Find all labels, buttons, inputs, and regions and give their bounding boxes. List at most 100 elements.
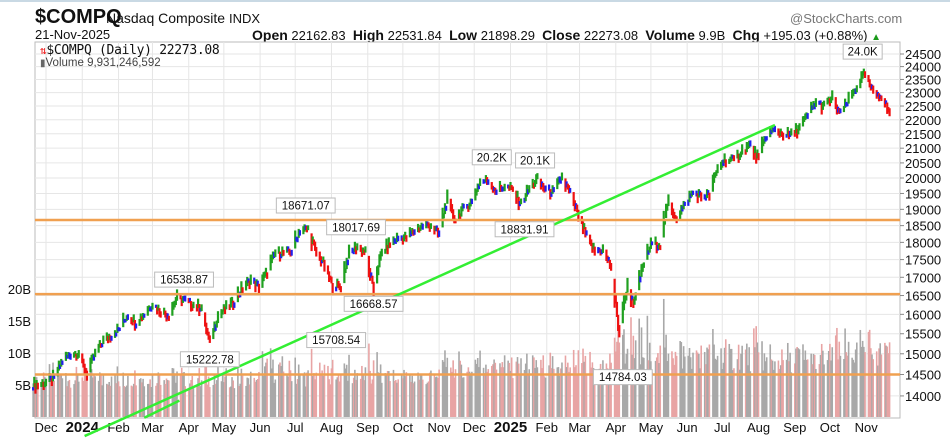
volume-bar <box>785 359 788 417</box>
volume-bar <box>805 359 808 417</box>
price-annotation: 15222.78 <box>179 351 240 368</box>
price-annotation: 16668.57 <box>343 295 404 312</box>
volume-bar <box>772 369 775 417</box>
volume-bar <box>550 368 553 417</box>
volume-bar <box>114 375 116 417</box>
volume-bar <box>418 379 421 417</box>
volume-bar <box>503 355 506 417</box>
volume-bar <box>238 385 240 417</box>
volume-bar <box>68 379 71 417</box>
volume-bar <box>240 368 243 417</box>
volume-bar <box>526 353 528 417</box>
volume-bar <box>59 374 61 417</box>
price-annotation: 18671.07 <box>275 197 336 214</box>
volume-bar <box>493 359 495 417</box>
volume-bar <box>421 379 424 417</box>
volume-bar <box>41 381 44 417</box>
volume-bar <box>822 350 824 417</box>
symbol-title: $COMPQ <box>35 6 122 28</box>
price-tick-label: 21000 <box>905 141 941 156</box>
volume-bar <box>657 353 659 417</box>
price-bars-icon: ⇅ <box>40 44 47 57</box>
price-tick-label: 23000 <box>905 86 941 101</box>
x-tick-label: 2024 <box>66 419 100 436</box>
volume-bar <box>813 354 816 417</box>
volume-bar <box>540 359 542 417</box>
volume-bar <box>659 345 662 417</box>
volume-bar <box>625 353 628 417</box>
volume-bar <box>796 346 798 417</box>
volume-bar <box>313 373 315 417</box>
price-legend: ⇅$COMPQ (Daily) 22273.08 <box>40 43 220 58</box>
volume-bar <box>737 344 740 417</box>
volume-bar <box>818 364 821 417</box>
volume-bar <box>258 371 260 417</box>
volume-bar <box>533 357 535 417</box>
volume-bar <box>42 372 45 417</box>
x-tick-label: May <box>212 420 237 435</box>
volume-bar <box>143 386 146 417</box>
volume-bar <box>67 381 70 417</box>
price-tick-label: 19000 <box>905 202 941 217</box>
brand-link[interactable]: @StockCharts.com <box>790 11 903 26</box>
annotation-label: 15222.78 <box>186 354 234 366</box>
volume-bar <box>93 374 95 417</box>
volume-bar <box>812 353 815 417</box>
volume-bar <box>765 357 768 417</box>
volume-bar <box>846 355 849 417</box>
price-tick-label: 24000 <box>905 60 941 75</box>
volume-bar <box>450 367 452 417</box>
x-tick-label: Nov <box>855 420 879 435</box>
volume-bar <box>826 360 829 417</box>
price-annotation: 20.2K <box>471 149 512 166</box>
price-annotation: 18831.91 <box>494 221 555 238</box>
volume-bar <box>884 342 886 417</box>
volume-bar <box>32 383 34 417</box>
volume-bar <box>303 372 306 417</box>
volume-bar <box>700 345 702 417</box>
volume-bar <box>273 382 275 417</box>
volume-bar <box>516 357 519 417</box>
volume-bar <box>541 368 543 417</box>
volume-bar <box>747 365 749 417</box>
volume-bar <box>247 378 250 417</box>
volume-bar <box>330 368 333 417</box>
price-tick-label: 21500 <box>905 127 941 142</box>
volume-bar <box>282 371 285 417</box>
volume-bar <box>853 362 856 417</box>
volume-bar <box>217 367 219 417</box>
volume-bar <box>696 352 699 417</box>
volume-bar <box>666 361 669 417</box>
volume-bar <box>82 380 85 417</box>
volume-bar <box>108 381 110 417</box>
volume-bar <box>237 360 239 417</box>
volume-bar <box>51 375 53 417</box>
volume-bar <box>577 350 580 417</box>
volume-bar <box>631 354 633 417</box>
volume-bar <box>402 378 404 417</box>
volume-bar <box>361 365 363 417</box>
volume-bar <box>281 356 284 417</box>
annotation-box <box>494 221 555 238</box>
volume-bar <box>73 384 75 417</box>
volume-bar <box>854 349 857 417</box>
annotation-label: 18831.91 <box>501 224 549 236</box>
annotation-box <box>275 197 336 214</box>
volume-bar <box>189 383 191 417</box>
volume-bar <box>132 383 135 417</box>
volume-bar <box>798 349 801 417</box>
volume-bar <box>707 349 710 417</box>
volume-bar <box>379 364 382 417</box>
volume-bar <box>691 368 693 417</box>
volume-bar <box>254 381 257 417</box>
volume-bar <box>371 379 374 417</box>
volume-bar <box>662 298 665 417</box>
volume-bar <box>118 386 121 417</box>
x-tick-label: Jun <box>677 420 698 435</box>
volume-bar <box>359 378 362 417</box>
volume-bar <box>446 357 449 417</box>
volume-bar <box>384 373 387 417</box>
volume-bar <box>482 367 485 417</box>
volume-bar <box>755 326 757 417</box>
volume-bar <box>757 352 760 417</box>
